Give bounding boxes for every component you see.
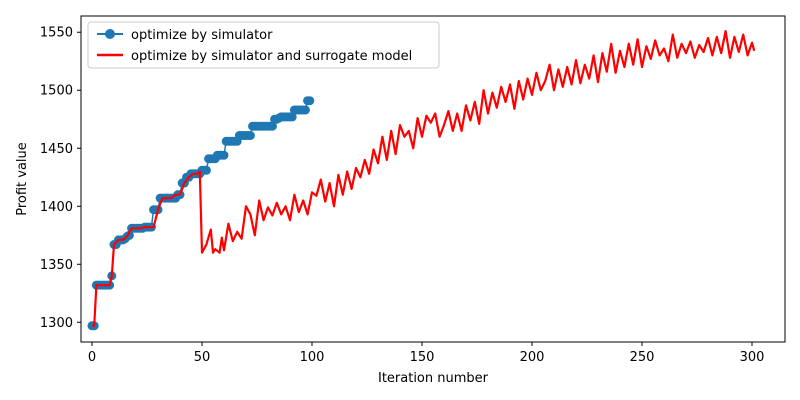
y-axis-ticks: 1300 1350 1400 1450 1500 1550	[40, 26, 81, 331]
legend-box	[87, 21, 440, 69]
x-axis-label: Iteration number	[378, 371, 489, 386]
y-tick-label: 1400	[40, 200, 73, 215]
plot-area	[87, 30, 756, 331]
data-point-simulator	[245, 130, 255, 140]
legend-label-simulator: optimize by simulator	[131, 28, 273, 43]
legend-label-surrogate: optimize by simulator and surrogate mode…	[131, 49, 412, 64]
x-axis-ticks: 0 50 100 150 200 250 300	[88, 342, 765, 365]
y-tick-label: 1450	[40, 142, 73, 157]
legend: optimize by simulator optimize by simula…	[87, 21, 440, 69]
x-tick-label: 300	[740, 350, 765, 365]
y-axis-label: Profit value	[15, 142, 30, 216]
x-tick-label: 0	[88, 350, 96, 365]
series-line-surrogate	[92, 30, 756, 327]
data-point-simulator	[300, 105, 310, 115]
legend-marker-simulator	[105, 29, 115, 39]
data-point-simulator	[219, 150, 229, 160]
data-point-simulator	[267, 121, 277, 131]
y-tick-label: 1350	[40, 258, 73, 273]
x-tick-label: 100	[300, 350, 325, 365]
data-point-simulator	[287, 112, 297, 122]
axes-frame	[80, 15, 786, 343]
x-tick-label: 250	[630, 350, 655, 365]
x-tick-label: 200	[520, 350, 545, 365]
y-tick-label: 1300	[40, 316, 73, 331]
data-point-simulator	[305, 96, 315, 106]
data-point-simulator	[201, 165, 211, 175]
x-tick-label: 50	[194, 350, 211, 365]
y-tick-label: 1550	[40, 26, 73, 41]
x-tick-label: 150	[410, 350, 435, 365]
y-tick-label: 1500	[40, 84, 73, 99]
